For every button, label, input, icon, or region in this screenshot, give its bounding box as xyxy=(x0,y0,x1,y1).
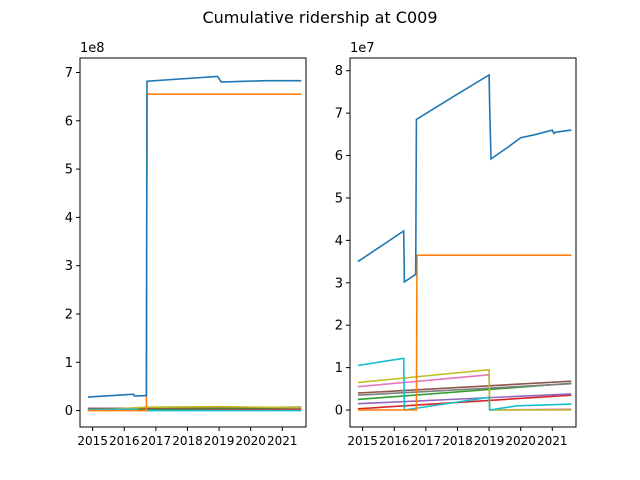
left-scale-label: 1e8 xyxy=(80,41,105,56)
left-series-line xyxy=(87,93,302,412)
right-y-tick-label: 1 xyxy=(335,361,343,376)
left-x-tick-label: 2016 xyxy=(109,434,140,448)
right-scale-label: 1e7 xyxy=(350,41,375,56)
left-y-tick-label: 4 xyxy=(65,211,73,226)
right-series-line xyxy=(357,393,572,405)
right-series-line xyxy=(357,357,572,411)
chart-title: Cumulative ridership at C009 xyxy=(202,8,437,27)
right-series-line xyxy=(357,254,572,411)
right-series-line xyxy=(357,73,572,284)
right-y-tick-label: 4 xyxy=(335,234,343,249)
left-y-tick-label: 0 xyxy=(65,404,73,419)
left-x-tick-label: 2019 xyxy=(204,434,235,448)
left-y-tick-label: 3 xyxy=(65,259,73,274)
left-x-tick-label: 2017 xyxy=(141,434,172,448)
left-x-tick-label: 2018 xyxy=(172,434,203,448)
right-x-tick-label: 2018 xyxy=(442,434,473,448)
right-y-tick-label: 0 xyxy=(335,404,343,419)
left-y-tick-label: 5 xyxy=(65,163,73,178)
left-y-tick-label: 1 xyxy=(65,356,73,371)
right-y-tick-label: 7 xyxy=(335,107,343,122)
right-y-tick-label: 5 xyxy=(335,191,343,206)
right-x-tick-label: 2020 xyxy=(505,434,536,448)
left-y-tick-label: 7 xyxy=(65,66,73,81)
left-panel: 1e8 0 1 2 3 4 5 6 7 2015 2016 2017 2018 2019 2020 2021 xyxy=(65,41,307,448)
right-y-tick-label: 8 xyxy=(335,64,343,79)
right-series-line xyxy=(357,382,572,396)
left-series-line xyxy=(87,75,302,398)
left-y-tick-label: 6 xyxy=(65,114,73,129)
right-series-line xyxy=(357,394,572,410)
right-x-tick-label: 2019 xyxy=(474,434,505,448)
left-x-tick-label: 2021 xyxy=(267,434,298,448)
right-plot-frame xyxy=(349,57,577,428)
right-series-line xyxy=(357,380,572,394)
right-x-tick-label: 2015 xyxy=(347,434,378,448)
left-x-tick-label: 2020 xyxy=(235,434,266,448)
right-panel: 1e7 0 1 2 3 4 5 6 7 8 2015 2016 2017 2018 2019 2020 202… xyxy=(335,41,577,448)
right-y-tick-label: 6 xyxy=(335,149,343,164)
left-x-tick-label: 2015 xyxy=(77,434,108,448)
left-y-tick-label: 2 xyxy=(65,307,73,322)
left-plot-frame xyxy=(79,57,307,428)
right-x-tick-label: 2017 xyxy=(411,434,442,448)
right-y-tick-label: 3 xyxy=(335,276,343,291)
right-y-tick-label: 2 xyxy=(335,319,343,334)
right-series-line xyxy=(357,368,572,411)
right-x-tick-label: 2021 xyxy=(537,434,568,448)
right-x-tick-label: 2016 xyxy=(379,434,410,448)
